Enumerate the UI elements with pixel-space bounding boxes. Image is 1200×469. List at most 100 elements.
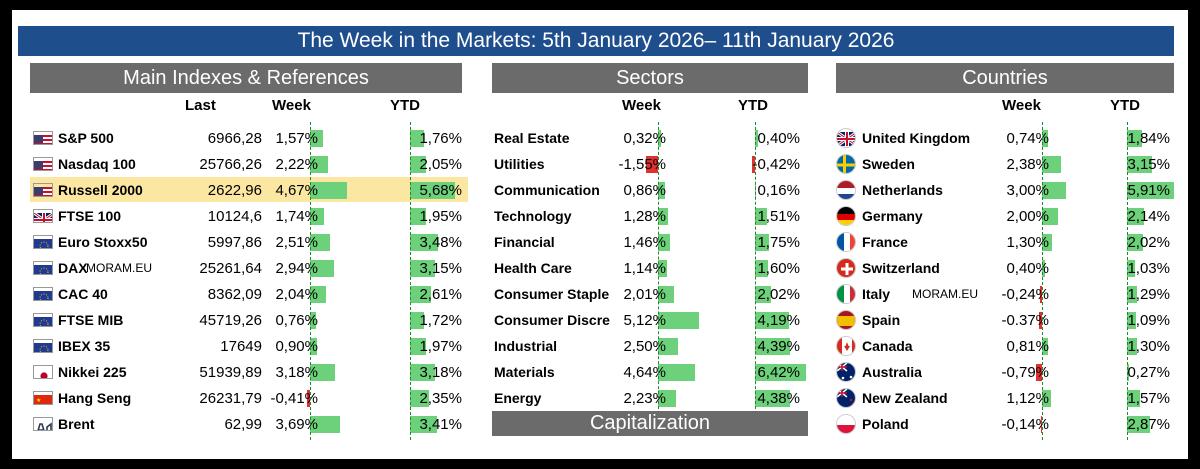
row-name: Australia [862,364,922,380]
week-bar [1042,182,1066,199]
watermark: MORAM.EU [912,287,978,301]
row-ytd: 1,51% [757,208,800,225]
week-bar [310,364,336,381]
row-week: 2,50% [623,338,666,355]
row-week: 1,12% [1006,390,1049,407]
ytd-bar [755,364,807,381]
row-week: 3,00% [1006,182,1049,199]
flag-es-icon [836,310,856,330]
row-week: 1,14% [623,260,666,277]
ytd-bar [410,156,427,173]
table-row: Utilities -1,55% -0,42% [0,152,1200,177]
table-row: Energy 2,23% 4,38% [0,386,1200,411]
table-row: United Kingdom 0,74% 1,84% [0,126,1200,151]
week-bar [1040,286,1042,303]
week-bar [645,156,658,173]
week-bar [658,260,668,277]
row-week: -1,55% [618,156,666,173]
week-bar [1035,364,1042,381]
flag-us-icon [33,183,53,197]
ytd-bar [410,338,426,355]
row-name: Consumer Staple [494,286,610,302]
row-name: Poland [862,416,909,432]
row-ytd: 2,05% [419,156,462,173]
row-week: 2,00% [1006,208,1049,225]
flag-se-icon [836,154,856,174]
ytd-bar [1127,338,1138,355]
ytd-bar [410,416,438,433]
table-row: DAX MORAM.EU 25261,64 2,94% 3,15% [0,256,1200,281]
row-name: Energy [494,390,542,406]
ytd-bar [410,364,436,381]
week-bar [658,338,678,355]
ytd-bar [410,260,436,277]
table-row: Technology 1,28% 1,51% [0,204,1200,229]
week-bar [1042,234,1053,251]
row-week: 0,86% [623,182,666,199]
flag-nl-icon [836,180,856,200]
row-name: Industrial [494,338,558,354]
ytd-bar [755,234,769,251]
week-bar [1042,156,1062,173]
row-week: 4,64% [623,364,666,381]
row-ytd: 1,29% [1127,286,1170,303]
ytd-bar [410,130,425,147]
table-row: Australia -0,79% 0,27% [0,360,1200,385]
ytd-axis [1127,122,1128,440]
row-week: 2,23% [623,390,666,407]
sectors-col-ytd: YTD [738,97,768,114]
indexes-col-week: Week [272,97,311,114]
row-name: Germany [862,208,923,224]
row-ytd: 1,03% [1127,260,1170,277]
row-week: 1,74% [275,208,318,225]
row-week: -0,41% [270,390,318,407]
flag-ch-icon [836,258,856,278]
row-week: 3,69% [275,416,318,433]
row-week: 2,22% [275,156,318,173]
row-name: United Kingdom [862,130,971,146]
ytd-bar [755,338,791,355]
row-name: Brent [58,416,95,432]
row-last: 2622,96 [207,182,262,199]
row-ytd: 3,18% [419,364,462,381]
row-name: DAX [58,260,88,276]
sectors-col-week: Week [622,97,661,114]
row-ytd: 0,16% [757,182,800,199]
page-title: The Week in the Markets: 5th January 202… [18,26,1174,56]
table-row: New Zealand 1,12% 1,57% [0,386,1200,411]
table-row: Euro Stoxx50 5997,86 2,51% 3,48% [0,230,1200,255]
flag-it-icon [836,284,856,304]
week-bar [310,286,327,303]
week-bar [658,208,669,225]
row-ytd: 1,84% [1127,130,1170,147]
row-ytd: 1,57% [1127,390,1170,407]
ytd-bar [410,286,431,303]
row-last: 6966,28 [207,130,262,147]
row-week: 1,30% [1006,234,1049,251]
row-name: Real Estate [494,130,570,146]
week-axis [1042,122,1043,440]
flag-jp-icon [33,365,53,379]
row-ytd: 3,41% [419,416,462,433]
week-bar [310,260,334,277]
row-week: 2,04% [275,286,318,303]
row-name: S&P 500 [58,130,114,146]
ytd-bar [755,208,768,225]
flag-eu-icon [33,287,53,301]
row-name: Netherlands [862,182,943,198]
table-row: Nasdaq 100 25766,26 2,22% 2,05% [0,152,1200,177]
row-name: FTSE 100 [58,208,122,224]
row-ytd: 2,87% [1127,416,1170,433]
week-bar [310,156,328,173]
flag-au-icon [836,362,856,382]
row-week: 0,40% [1006,260,1049,277]
row-ytd: 2,35% [419,390,462,407]
row-ytd: 0,27% [1127,364,1170,381]
week-bar [306,390,310,407]
row-last: 45719,26 [199,312,262,329]
week-bar [1042,338,1049,355]
row-week: 0,81% [1006,338,1049,355]
row-highlight [30,177,468,202]
row-week: 4,67% [275,182,318,199]
row-last: 8362,09 [207,286,262,303]
